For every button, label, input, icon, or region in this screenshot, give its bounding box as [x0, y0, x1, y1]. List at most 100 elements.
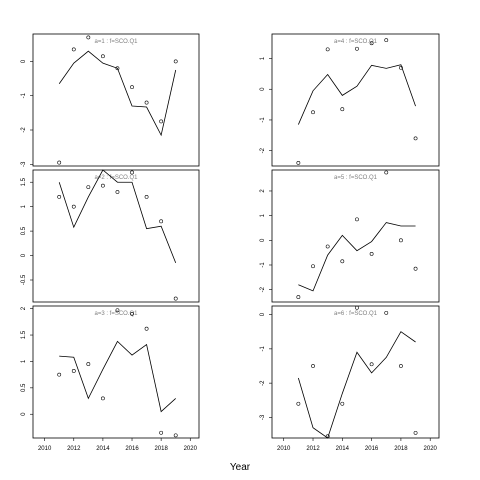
panel-3-fit-line	[59, 340, 176, 413]
panel-5-y-tick-label: -2	[260, 286, 266, 292]
panel-5-data-point	[399, 238, 403, 243]
panel-1-fit-line	[58, 50, 177, 137]
panel-1-data-point	[173, 59, 178, 64]
panel-4-data-point	[311, 110, 315, 115]
panel-5-y-tick-label: 1	[260, 213, 266, 217]
panel-1-y-tick-label: -3	[21, 161, 27, 167]
panel-6-fit-line	[297, 331, 416, 439]
panel-5-data-point	[311, 264, 315, 269]
panel-3-y-tick-label: 0	[21, 412, 27, 416]
panel-5-y-tick-label: 2	[260, 189, 266, 193]
panel-5-y-tick-label: 0	[260, 238, 266, 242]
panel-2-y-tick-label: 1	[21, 204, 27, 208]
panel-6-data-point	[369, 362, 374, 367]
panel-5-frame	[271, 169, 440, 303]
panel-3-y-tick-label: 1	[21, 359, 27, 363]
panel-4-data-point	[413, 136, 418, 141]
panel-3-data-point	[130, 312, 134, 316]
panel-6-x-tick-label: 2016	[365, 446, 379, 452]
panel-1-title: a=1 : f=SCO.Q1	[94, 39, 138, 45]
panel-2-data-point	[144, 194, 149, 199]
panel-3-data-point	[144, 326, 149, 331]
panel-6-y-tick-label: 0	[260, 312, 266, 316]
panel-1-data-point	[115, 66, 120, 71]
panel-5-fit-line	[298, 222, 416, 292]
panel-1-data-point	[86, 35, 91, 40]
panel-1-y-tick-label: -2	[21, 127, 27, 133]
panel-6-x-tick-label: 2014	[336, 446, 350, 452]
panel-2-title: a=2 : f=SCO.Q1	[94, 175, 138, 181]
panel-4-data-point	[355, 46, 359, 51]
panel-2-data-point	[173, 296, 178, 301]
panel-4-y-tick-label: 0	[260, 87, 266, 91]
panel-3-y-tick-label: 0.5	[21, 383, 27, 392]
panel-4-y-tick-label: -2	[260, 147, 266, 153]
panel-3-x-tick-label: 2018	[154, 446, 168, 452]
panel-5-data-point	[413, 266, 418, 271]
panel-4-data-point	[325, 47, 330, 52]
panel-2-data-point	[130, 170, 134, 175]
panel-3-x-tick-label: 2012	[67, 446, 81, 452]
panel-2-data-point	[100, 183, 105, 188]
panel-6-data-point	[355, 305, 359, 310]
panel-5-data-point	[340, 259, 345, 264]
panel-1-data-point	[100, 54, 105, 59]
panel-5-data-point	[325, 244, 330, 249]
x-axis-title: Year	[230, 462, 251, 473]
panel-2-data-point	[71, 204, 76, 209]
panel-3-data-point	[71, 369, 76, 373]
panel-2-fit-line	[58, 169, 177, 264]
panel-5-data-point	[384, 170, 389, 175]
panel-6-data-point	[399, 364, 403, 368]
panel-6-data-point	[384, 310, 389, 315]
panel-1-data-point	[57, 160, 62, 165]
panel-6-x-tick-label: 2018	[394, 446, 408, 452]
panel-1-y-tick-label: 0	[21, 59, 27, 63]
panel-4-y-tick-label: -1	[260, 117, 266, 123]
panel-5-y-tick-label: -1	[260, 262, 266, 268]
panel-4-data-point	[399, 65, 403, 70]
panel-3-x-tick-label: 2010	[38, 446, 52, 452]
panel-4-data-point	[369, 41, 374, 46]
panel-4-title: a=4 : f=SCO.Q1	[334, 39, 378, 45]
panel-2-y-tick-label: 1.5	[21, 177, 27, 186]
panel-4-y-tick-label: 1	[260, 56, 266, 60]
panel-2-data-point	[159, 219, 164, 224]
panel-3-data-point	[100, 396, 105, 401]
panel-5-data-point	[355, 217, 359, 222]
panel-2-y-tick-label: 0	[21, 253, 27, 257]
panel-3-data-point	[115, 308, 120, 313]
panel-1-data-point	[130, 85, 134, 90]
panel-3-data-point	[173, 433, 178, 438]
panel-6-data-point	[340, 401, 345, 406]
panel-1-y-tick-label: -1	[21, 92, 27, 98]
panel-5-data-point	[369, 251, 374, 256]
panel-1-data-point	[159, 119, 164, 124]
panel-6-frame	[271, 305, 440, 439]
panel-1-data-point	[71, 47, 76, 52]
panel-4-frame	[271, 33, 440, 167]
panel-3-x-tick-label: 2016	[125, 446, 139, 452]
panel-2-data-point	[57, 194, 62, 199]
panel-6-y-tick-label: -2	[260, 380, 266, 386]
panel-6-x-tick-label: 2010	[277, 446, 291, 452]
panel-3-data-point	[57, 372, 62, 377]
panel-5-title: a=5 : f=SCO.Q1	[334, 175, 378, 181]
panel-2-y-tick-label: 0.5	[21, 226, 27, 235]
panel-6-data-point	[413, 430, 418, 435]
panel-2-data-point	[86, 185, 91, 190]
panel-2-data-point	[115, 190, 120, 194]
panel-6-x-tick-label: 2020	[424, 446, 438, 452]
panel-3-y-tick-label: 1.5	[21, 330, 27, 339]
panel-3-frame	[32, 305, 200, 439]
panel-6-data-point	[296, 401, 301, 406]
panel-2-frame	[32, 169, 200, 303]
panel-3-data-point	[86, 362, 91, 366]
panel-6-y-tick-label: -3	[260, 414, 266, 420]
panel-6-data-point	[311, 364, 315, 368]
panel-6-y-tick-label: -1	[260, 346, 266, 352]
panel-3-x-tick-label: 2014	[96, 446, 110, 452]
panel-1-frame	[32, 33, 200, 167]
panel-4-fit-line	[298, 64, 416, 125]
